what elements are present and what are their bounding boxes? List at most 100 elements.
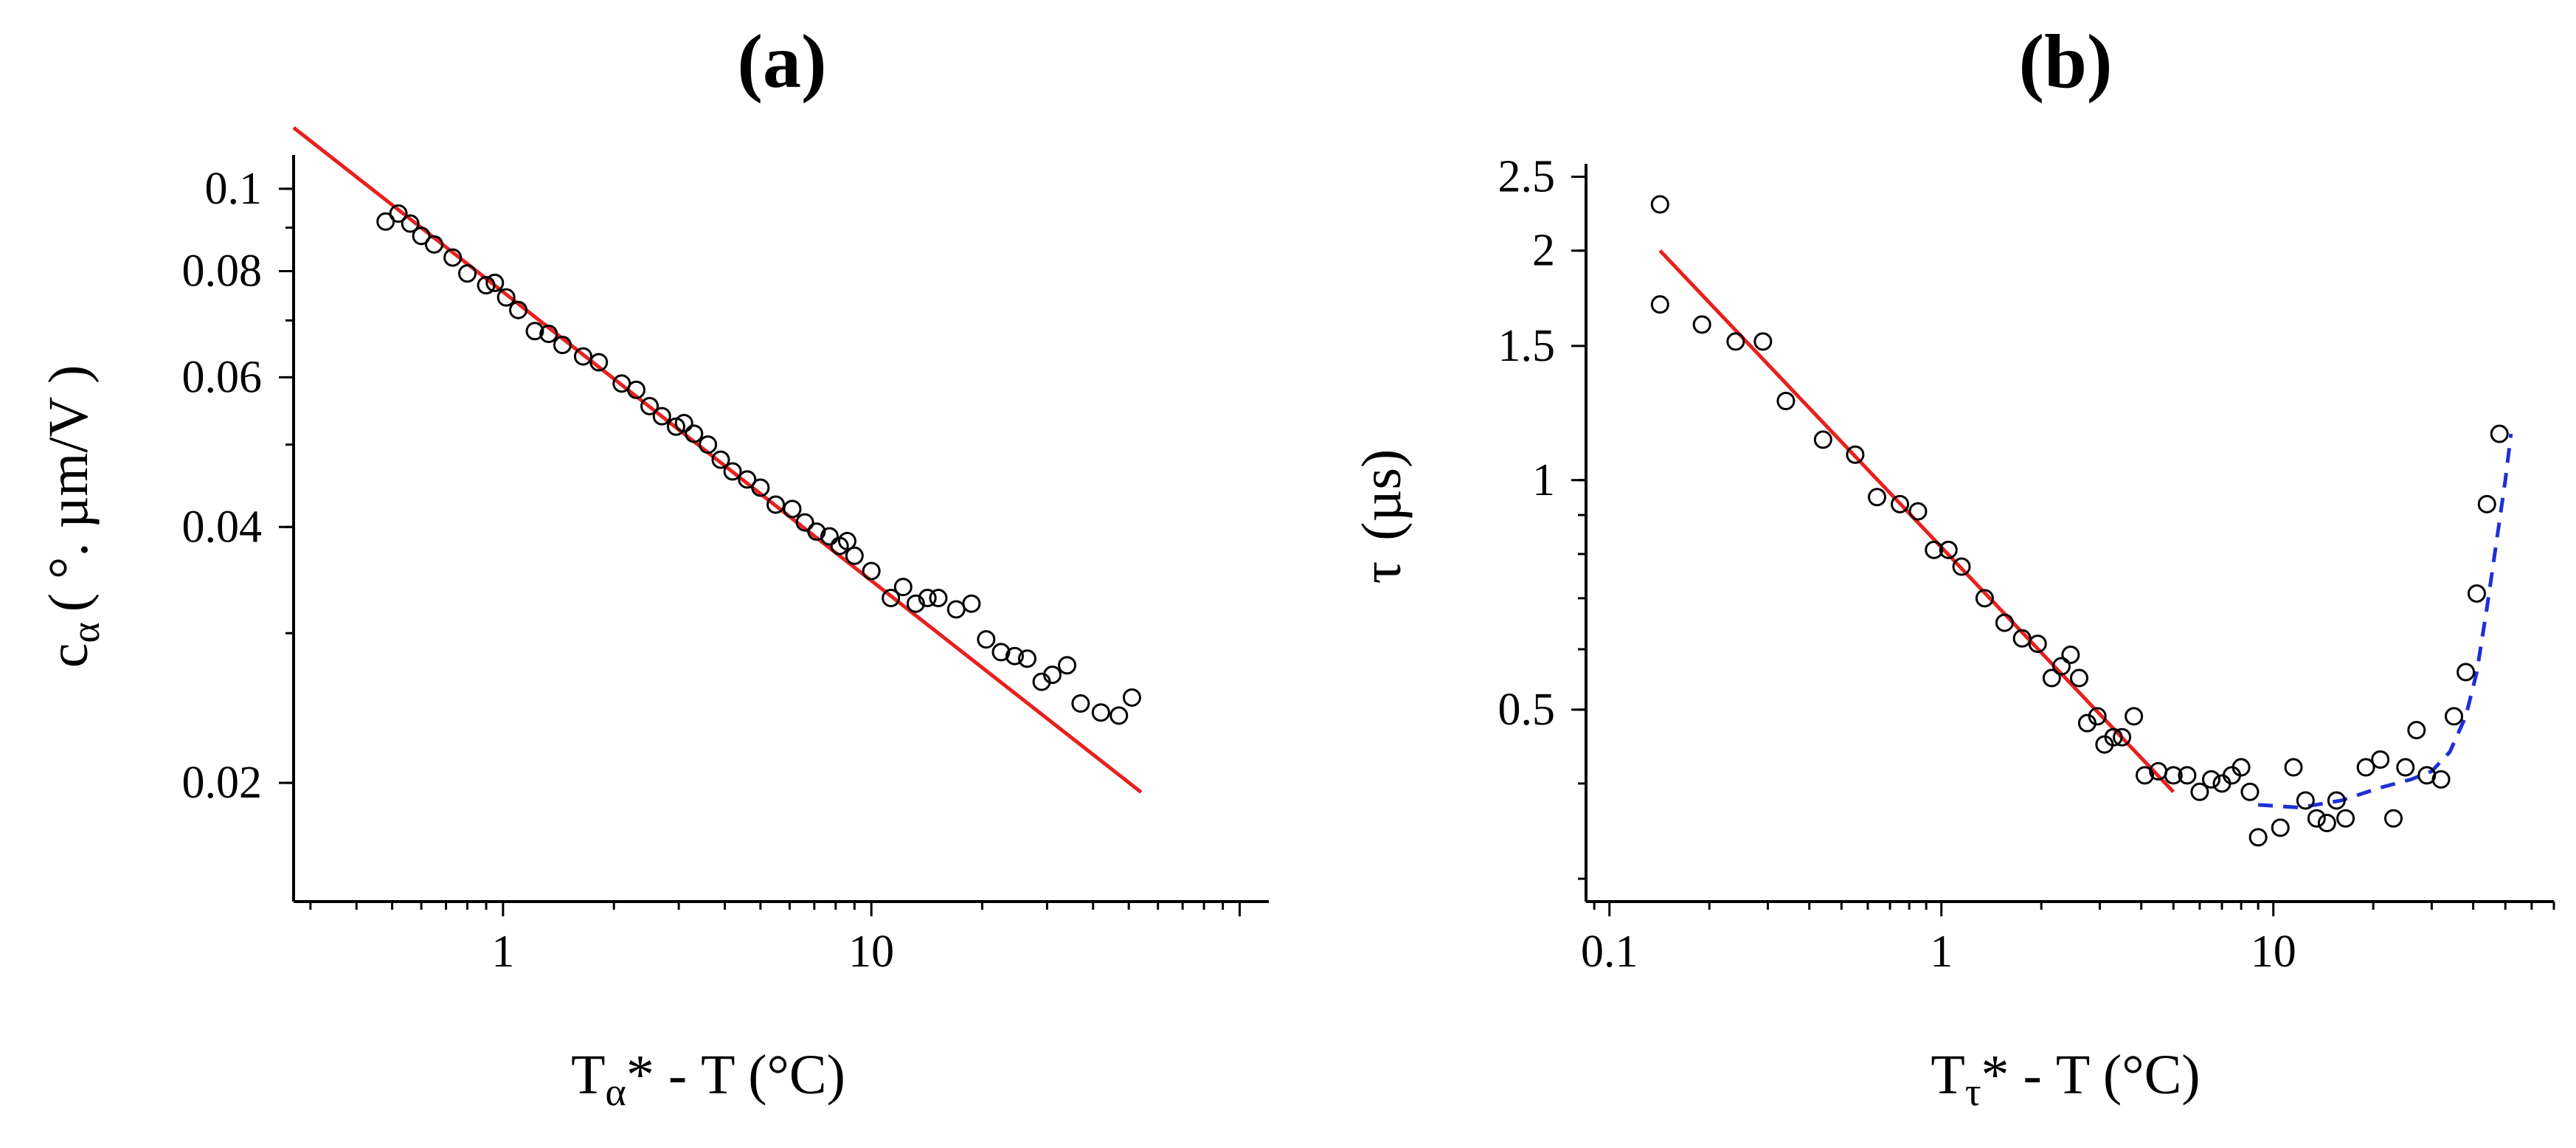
b-y-tick-label: 2 [1532, 226, 1555, 276]
a-data-point [795, 513, 814, 532]
a-data-point [882, 589, 901, 608]
b-data-point [2202, 770, 2221, 789]
a-data-point [918, 589, 937, 608]
b-y-tick-label: 1.5 [1498, 321, 1556, 371]
panel-a-fit-line [292, 126, 1143, 794]
b-x-tick-label: 10 [2251, 927, 2296, 977]
a-data-point [946, 600, 966, 619]
b-data-point [2356, 758, 2375, 777]
panel-a-x-label: Tα* - T (°C) [571, 1044, 845, 1114]
b-data-point [2088, 707, 2107, 726]
a-data-point [845, 546, 864, 565]
b-data-point [1650, 195, 1669, 214]
b-data-point [2104, 727, 2123, 747]
b-data-point [2467, 584, 2486, 603]
panel-a-x-label-rest: * - T (°C) [626, 1044, 845, 1106]
b-data-point [2477, 494, 2496, 514]
b-data-point [1726, 332, 1745, 351]
b-data-point [1939, 540, 1958, 559]
panel-b-tick-labels: 0.1 1 10 0.5 1 1.5 2 2.5 [1498, 152, 2296, 977]
b-data-point [2407, 721, 2426, 740]
a-data-point [496, 288, 516, 307]
b-data-point [1813, 430, 1832, 449]
panel-a-y-label: cα ( °. µm/V ) [38, 365, 108, 668]
a-y-tick-label: 0.1 [205, 164, 263, 214]
a-data-point [1109, 706, 1129, 725]
a-data-point [685, 424, 704, 443]
a-data-point [862, 561, 881, 581]
a-y-tick-label: 0.02 [182, 758, 263, 808]
panel-b-fit-line [1658, 249, 2175, 794]
a-data-point [783, 499, 802, 519]
a-data-point [652, 407, 671, 426]
a-data-point [443, 248, 463, 267]
panel-b-y-label-main: τ [1351, 561, 1413, 584]
a-data-point [699, 435, 718, 454]
b-data-point [2232, 758, 2251, 777]
b-x-tick-label: 0.1 [1581, 927, 1638, 977]
a-data-point [1071, 694, 1090, 713]
b-data-point [2052, 657, 2071, 676]
b-data-point [2028, 634, 2047, 654]
a-data-point [458, 264, 477, 283]
a-data-point [738, 470, 757, 489]
a-data-point [929, 589, 948, 608]
b-data-point [1846, 445, 1865, 464]
panel-a-x-label-sub: α [606, 1070, 626, 1114]
a-data-point [553, 336, 572, 355]
b-x-tick-label: 1 [1930, 927, 1953, 977]
a-data-point [977, 630, 996, 649]
b-y-tick-label: 0.5 [1498, 685, 1556, 735]
a-data-point [893, 578, 913, 597]
a-data-point [1122, 688, 1141, 707]
panel-a-tick-labels: 1 10 0.02 0.04 0.06 0.08 0.1 [182, 164, 895, 977]
a-data-point [376, 212, 395, 231]
a-y-tick-label: 0.06 [182, 352, 263, 402]
a-data-point [1058, 656, 1077, 675]
a-data-point [962, 594, 981, 613]
b-data-point [2164, 766, 2183, 785]
a-data-point [1091, 703, 1110, 722]
panel-b-data-points [1650, 195, 2509, 847]
b-data-point [1995, 613, 2014, 632]
b-data-point [2240, 782, 2260, 801]
b-data-point [2069, 668, 2088, 688]
a-data-point [837, 531, 856, 550]
a-data-point [711, 450, 730, 469]
panel-a-x-label-main: T [571, 1044, 605, 1106]
b-data-point [2113, 727, 2132, 747]
a-data-point [906, 594, 925, 613]
b-data-point [2296, 791, 2315, 810]
b-data-point [1776, 392, 1796, 411]
panel-b-title: (b) [2018, 19, 2112, 104]
a-data-point [1018, 649, 1037, 668]
a-data-point [389, 204, 408, 223]
b-data-point [1692, 315, 1711, 334]
b-data-point [2271, 818, 2290, 837]
b-data-point [2445, 707, 2464, 726]
a-data-point [485, 273, 505, 292]
panel-b-model-curve [2257, 433, 2513, 810]
a-data-point [766, 495, 786, 514]
a-fit-line [292, 126, 1143, 794]
panel-a-data-points [376, 204, 1141, 725]
a-data-point [723, 462, 742, 481]
b-data-point [1952, 557, 1971, 576]
b-data-point [2178, 766, 2197, 785]
a-data-point [539, 325, 558, 344]
a-data-point [991, 643, 1011, 662]
a-data-point [674, 414, 693, 433]
b-y-tick-label: 2.5 [1498, 152, 1556, 202]
b-data-point [2307, 809, 2326, 828]
b-data-point [1975, 589, 1994, 608]
b-data-point [1650, 295, 1669, 314]
a-y-tick-label: 0.04 [182, 502, 263, 552]
a-x-tick-label: 1 [491, 927, 514, 977]
panel-b-x-label-main: T [1931, 1044, 1964, 1106]
b-data-point [2431, 770, 2451, 789]
panel-a-y-label-rest: ( °. µm/V ) [38, 365, 100, 612]
b-y-tick-label: 1 [1532, 455, 1555, 505]
a-data-point [412, 227, 431, 246]
b-data-point [1908, 502, 1928, 521]
